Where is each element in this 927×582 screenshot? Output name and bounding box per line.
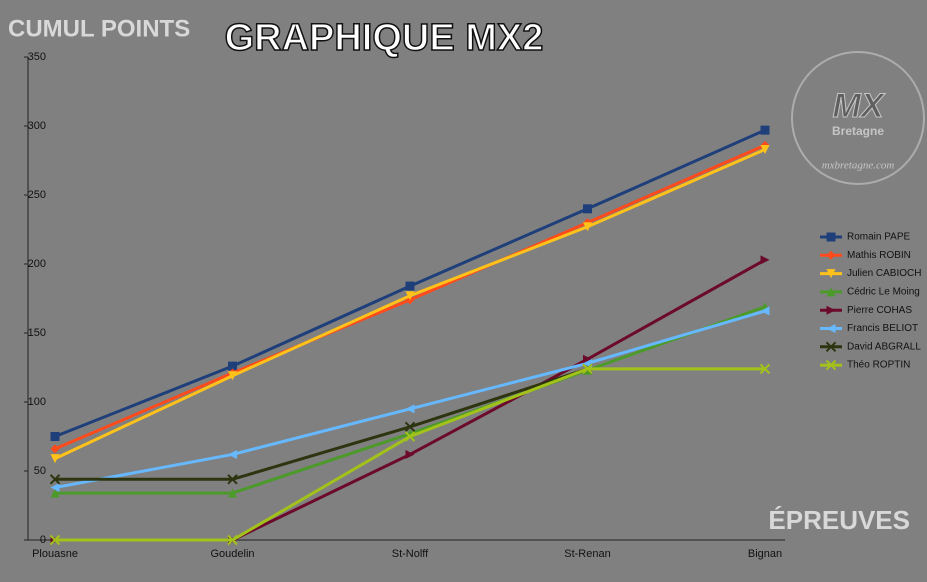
marker: [405, 404, 415, 414]
watermark-ring: [791, 51, 925, 185]
legend-label: Pierre COHAS: [847, 305, 912, 316]
legend-marker: [826, 269, 836, 279]
marker: [405, 281, 415, 291]
watermark-logo: MX: [833, 87, 886, 125]
y-tick-label: 200: [28, 258, 46, 270]
marker: [404, 431, 416, 442]
series-line: [55, 367, 588, 481]
x-tick-label: St-Nolff: [392, 548, 429, 560]
marker: [404, 421, 416, 433]
marker: [49, 474, 61, 485]
marker: [228, 449, 237, 459]
x-tick-label: Goudelin: [210, 548, 254, 560]
marker: [582, 363, 593, 375]
marker: [583, 222, 592, 232]
marker: [50, 488, 60, 498]
legend-marker: [826, 232, 836, 242]
marker: [50, 483, 60, 493]
x-axis-title: ÉPREUVES: [768, 505, 910, 535]
legend-marker: [826, 250, 836, 260]
marker: [227, 474, 238, 485]
chart-title: GRAPHIQUE MX2: [225, 17, 544, 59]
legend-marker: [825, 341, 837, 353]
marker: [228, 371, 237, 381]
marker: [759, 363, 771, 375]
legend-label: Théo ROPTIN: [847, 360, 910, 371]
marker: [50, 444, 60, 454]
marker: [405, 449, 415, 459]
legend-marker: [825, 359, 837, 371]
x-tick-label: Bignan: [748, 548, 782, 560]
legend-label: David ABGRALL: [847, 341, 921, 352]
marker: [583, 204, 592, 214]
marker: [228, 488, 237, 498]
marker: [760, 255, 770, 265]
legend-label: Julien CABIOCH: [847, 268, 921, 279]
marker: [583, 354, 592, 364]
y-axis-title: CUMUL POINTS: [8, 15, 190, 42]
marker: [760, 306, 770, 316]
marker: [50, 432, 60, 441]
marker: [405, 291, 415, 301]
marker: [227, 534, 238, 546]
y-tick-label: 150: [28, 327, 46, 339]
marker: [49, 534, 61, 546]
y-tick-label: 100: [28, 396, 46, 408]
watermark: MX Bretagne mxbretagne.com: [791, 51, 925, 185]
x-tick-label: St-Renan: [564, 548, 610, 560]
marker: [50, 454, 60, 464]
y-tick-label: 300: [28, 120, 46, 132]
y-tick-label: 50: [34, 465, 46, 477]
marker: [228, 361, 237, 371]
watermark-site: mxbretagne.com: [822, 160, 895, 172]
legend-label: Romain PAPE: [847, 232, 911, 243]
watermark-logo-sub: Bretagne: [832, 124, 884, 138]
legend-label: Mathis ROBIN: [847, 250, 911, 261]
legend-label: Francis BELIOT: [847, 323, 918, 334]
marker: [760, 144, 770, 154]
legend-label: Cédric Le Moing: [847, 287, 920, 298]
legend-marker: [826, 305, 836, 315]
x-tick-label: Plouasne: [32, 548, 78, 560]
marker: [760, 125, 770, 135]
y-tick-label: 250: [28, 189, 46, 201]
legend-marker: [826, 324, 836, 333]
legend-marker: [826, 287, 836, 297]
y-tick-label: 350: [28, 51, 46, 63]
y-tick-label: 0: [40, 534, 46, 546]
